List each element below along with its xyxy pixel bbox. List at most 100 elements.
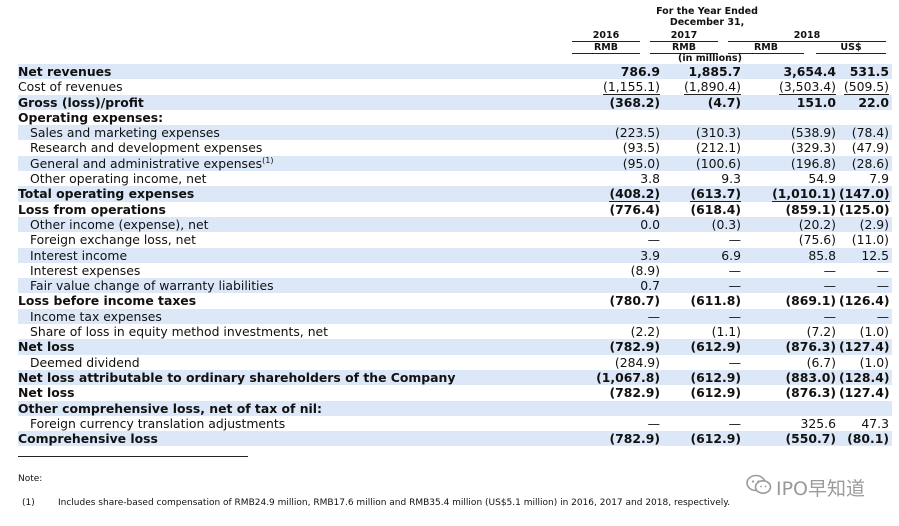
- cell-2017: (612.9): [690, 369, 741, 386]
- cell-2016: —: [647, 232, 660, 248]
- cell-2018-usd: (1.0): [859, 324, 889, 340]
- year-header-2017: 2017: [650, 30, 718, 42]
- row-label: Net revenues: [18, 64, 566, 80]
- table-row: Loss before income taxes (780.7) (611.8)…: [18, 293, 892, 308]
- table-row: Operating expenses:: [18, 110, 892, 125]
- row-label: Income tax expenses: [18, 308, 566, 325]
- row-label: Interest expenses: [30, 262, 141, 278]
- cell-2016: (2.2): [630, 324, 660, 340]
- footnote-text: Includes share-based compensation of RMB…: [58, 498, 731, 508]
- cell-2018-rmb: (7.2): [806, 324, 836, 340]
- cell-2017: (310.3): [695, 125, 741, 141]
- cell-2018-rmb: (75.6): [798, 232, 836, 248]
- table-row: Share of loss in equity method investmen…: [18, 324, 892, 340]
- row-label: Net loss: [18, 339, 566, 355]
- cell-2018-usd: (147.0): [839, 186, 890, 202]
- cell-2016: (1,155.1): [603, 79, 660, 95]
- cell-2017: 6.9: [721, 247, 741, 263]
- cell-2018-rmb: 85.8: [808, 247, 836, 263]
- currency-header-2017: RMB: [650, 42, 718, 54]
- cell-2016: 3.8: [640, 171, 660, 187]
- cell-2018-rmb: (876.3): [785, 385, 836, 401]
- table-row: Fair value change of warranty liabilitie…: [18, 278, 892, 294]
- cell-2018-usd: (1.0): [859, 354, 889, 370]
- table-row: Net loss (782.9) (612.9) (876.3) (127.4): [18, 339, 892, 355]
- cell-2018-rmb: 54.9: [808, 171, 836, 187]
- table-row: General and administrative expenses(1) (…: [18, 155, 892, 172]
- cell-2016: (782.9): [609, 339, 660, 355]
- cell-2017: (0.3): [711, 216, 741, 232]
- cell-2018-rmb: (883.0): [785, 369, 836, 386]
- cell-2017: —: [728, 278, 741, 294]
- note-label: Note:: [18, 474, 43, 484]
- cell-2018-usd: (127.4): [839, 339, 890, 355]
- section-label: Operating expenses:: [18, 109, 164, 125]
- row-label: Research and development expenses: [30, 140, 263, 156]
- table-row: Interest income 3.9 6.9 85.8 12.5: [18, 247, 892, 263]
- cell-2018-rmb: (876.3): [785, 339, 836, 355]
- cell-2018-usd: —: [876, 278, 889, 294]
- cell-2017: —: [728, 415, 741, 432]
- table-row: Comprehensive loss (782.9) (612.9) (550.…: [18, 431, 892, 447]
- row-label: Comprehensive loss: [18, 431, 566, 447]
- cell-2018-rmb: (20.2): [798, 216, 836, 232]
- row-label: Sales and marketing expenses: [18, 125, 566, 141]
- table-row: Net loss (782.9) (612.9) (876.3) (127.4): [18, 385, 892, 400]
- row-label: Foreign currency translation adjustments: [30, 415, 286, 431]
- cell-2016: (284.9): [614, 354, 660, 370]
- cell-2018-usd: —: [876, 262, 889, 278]
- cell-2017: 1,885.7: [688, 64, 741, 79]
- cell-2018-rmb: 151.0: [796, 94, 836, 110]
- period-title-line2: December 31,: [669, 17, 745, 28]
- cell-2018-rmb: 325.6: [800, 415, 836, 432]
- footnote-ref: (1): [262, 155, 274, 165]
- cell-2018-rmb: (1,010.1): [772, 186, 836, 202]
- cell-2016: (776.4): [609, 201, 660, 217]
- cell-2017: (612.9): [690, 385, 741, 401]
- cell-2016: 3.9: [640, 247, 660, 263]
- cell-2018-usd: (28.6): [851, 155, 889, 171]
- cell-2018-usd: 531.5: [849, 64, 889, 79]
- row-label: Foreign exchange loss, net: [30, 232, 197, 248]
- cell-2018-usd: (127.4): [839, 385, 890, 401]
- table-row: Other income (expense), net 0.0 (0.3) (2…: [18, 216, 892, 233]
- table-row: Foreign currency translation adjustments…: [18, 415, 892, 432]
- table-row: Gross (loss)/profit (368.2) (4.7) 151.0 …: [18, 94, 892, 110]
- table-row: Net loss attributable to ordinary shareh…: [18, 369, 892, 386]
- cell-2016: (1,067.8): [596, 369, 660, 386]
- unit-label: (in millions): [678, 53, 742, 64]
- cell-2017: (611.8): [690, 293, 741, 309]
- row-label: Net loss: [18, 385, 75, 401]
- cell-2018-usd: (11.0): [851, 232, 889, 248]
- row-label: Other income (expense), net: [18, 216, 566, 233]
- cell-2018-rmb: (538.9): [790, 125, 836, 141]
- row-label: Total operating expenses: [18, 186, 566, 202]
- cell-2018-usd: (126.4): [839, 293, 890, 309]
- cell-2016: (780.7): [609, 293, 660, 309]
- row-label: Loss before income taxes: [18, 293, 197, 309]
- footnote-divider: [18, 456, 248, 457]
- row-label: Cost of revenues: [18, 79, 123, 95]
- cell-2018-rmb: —: [823, 262, 836, 278]
- cell-2016: (368.2): [609, 94, 660, 110]
- table-row: Cost of revenues (1,155.1) (1,890.4) (3,…: [18, 79, 892, 95]
- watermark: IPO早知道: [746, 474, 865, 501]
- row-label: Deemed dividend: [30, 354, 140, 370]
- row-label: General and administrative expenses: [30, 155, 263, 171]
- cell-2016: (223.5): [614, 125, 660, 141]
- cell-2018-usd: (2.9): [859, 216, 889, 232]
- currency-header-2018-rmb: RMB: [728, 42, 804, 54]
- currency-header-2018-usd: US$: [816, 42, 886, 54]
- row-label: Gross (loss)/profit: [18, 94, 566, 110]
- table-row: Total operating expenses (408.2) (613.7)…: [18, 186, 892, 202]
- cell-2018-rmb: —: [823, 308, 836, 324]
- cell-2018-rmb: (550.7): [785, 431, 836, 447]
- cell-2017: (212.1): [695, 140, 741, 156]
- cell-2016: (93.5): [622, 140, 660, 156]
- cell-2018-usd: (78.4): [851, 125, 889, 141]
- table-row: Loss from operations (776.4) (618.4) (85…: [18, 202, 892, 217]
- table-row: Other comprehensive loss, net of tax of …: [18, 400, 892, 416]
- cell-2016: —: [647, 415, 660, 432]
- row-label: Loss from operations: [18, 201, 166, 217]
- period-title-line1: For the Year Ended: [656, 6, 758, 17]
